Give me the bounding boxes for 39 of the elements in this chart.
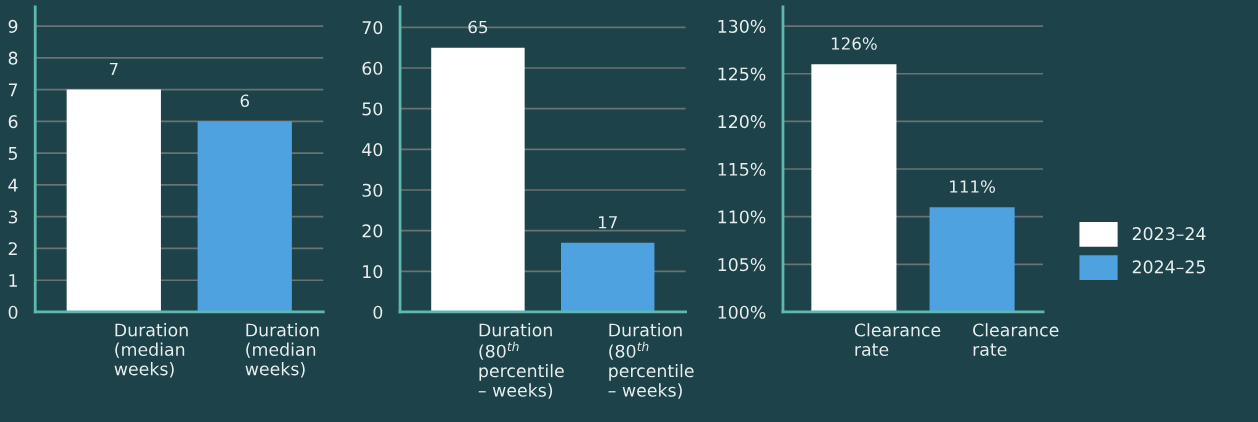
- y-tick-label: 115%: [718, 162, 766, 176]
- y-tick-label: 30: [362, 183, 383, 197]
- y-tick-label: 2: [8, 242, 17, 256]
- y-tick-label: 40: [362, 143, 383, 157]
- y-tick-label: 70: [362, 21, 383, 35]
- x-tick-label: Duration (median weeks): [114, 323, 188, 378]
- y-tick-label: 7: [8, 83, 18, 97]
- y-tick-label: 130%: [718, 19, 766, 33]
- y-tick-label: 6: [8, 115, 18, 129]
- y-tick-label: 110%: [718, 210, 766, 224]
- y-tick-label: 10: [363, 265, 383, 279]
- data-label: 126%: [831, 37, 877, 50]
- data-label: 65: [468, 20, 488, 34]
- legend-label: 2024–25: [1132, 260, 1205, 274]
- y-tick-label: 50: [362, 102, 383, 116]
- y-tick-label: 9: [8, 19, 18, 33]
- x-tick-label: Clearance rate: [854, 323, 941, 356]
- data-label: 7: [109, 62, 118, 76]
- x-tick-label: Duration (80$^{th}$ percentile – weeks): [478, 323, 564, 399]
- y-tick-label: 100%: [718, 305, 766, 319]
- y-tick-label: 120%: [718, 115, 766, 129]
- x-tick-label: Duration (median weeks): [245, 323, 319, 378]
- x-tick-label: Duration (80$^{th}$ percentile – weeks): [608, 323, 694, 399]
- y-tick-label: 0: [373, 305, 383, 319]
- y-tick-label: 0: [8, 305, 18, 319]
- y-tick-label: 5: [8, 147, 18, 160]
- y-tick-label: 3: [8, 210, 18, 224]
- x-tick-label: Clearance rate: [973, 323, 1059, 356]
- data-label: 111%: [950, 180, 995, 193]
- y-tick-label: 125%: [718, 67, 766, 81]
- data-label: 6: [240, 94, 249, 108]
- y-tick-label: 1: [9, 274, 17, 287]
- data-label: 17: [598, 216, 617, 229]
- y-tick-label: 60: [362, 61, 383, 75]
- y-tick-label: 105%: [718, 258, 766, 272]
- y-tick-label: 4: [8, 178, 18, 192]
- legend-label: 2023–24: [1132, 227, 1206, 241]
- y-tick-label: 8: [8, 51, 18, 65]
- y-tick-label: 20: [362, 224, 383, 238]
